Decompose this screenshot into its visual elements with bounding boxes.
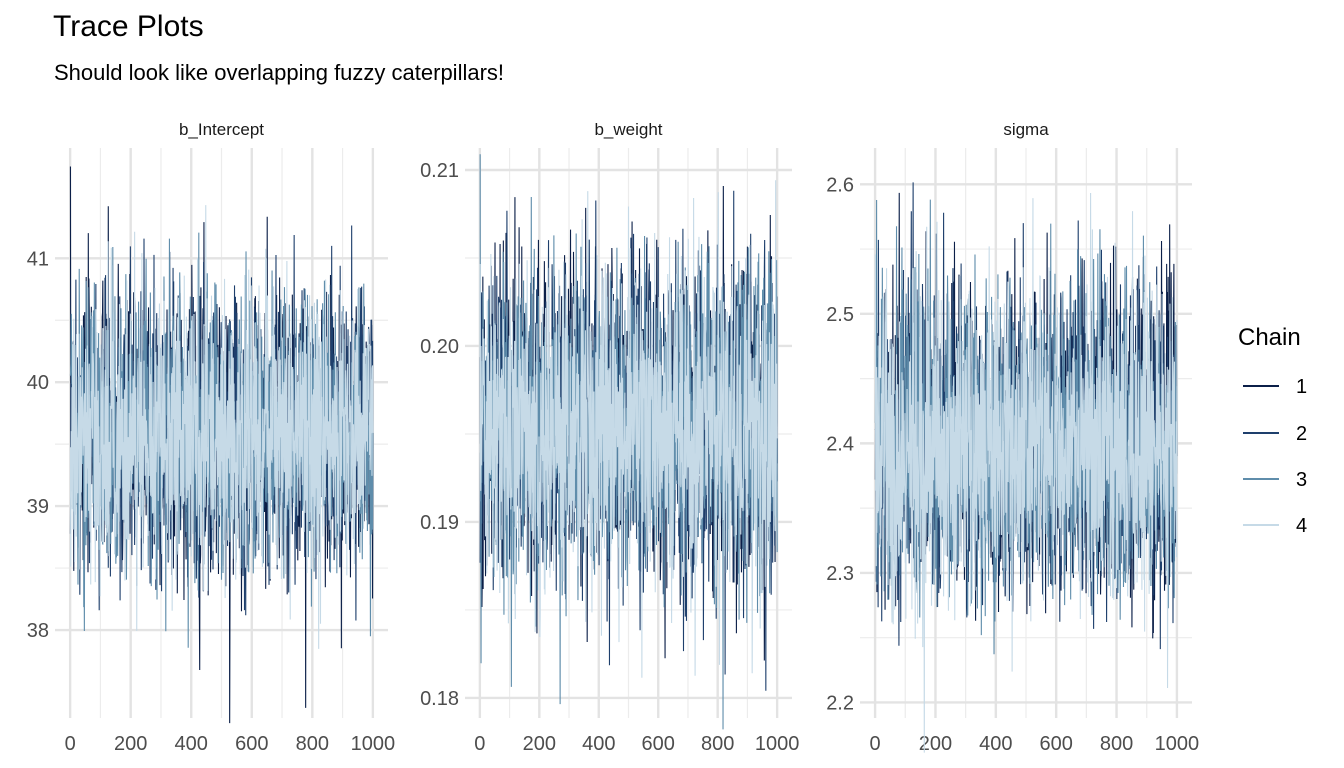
x-tick-label: 200 [114,733,147,755]
y-tick-label: 0.20 [420,336,459,358]
y-tick-label: 40 [27,372,49,394]
y-tick-label: 0.21 [420,160,459,182]
y-tick-label: 2.3 [826,563,854,585]
x-tick-label: 800 [701,733,734,755]
x-tick-label: 400 [175,733,208,755]
legend-label: 2 [1296,423,1307,445]
y-tick-label: 41 [27,248,49,270]
x-tick-label: 400 [979,733,1012,755]
x-tick-label: 0 [870,733,881,755]
x-tick-label: 400 [582,733,615,755]
legend-label: 1 [1296,376,1307,398]
y-tick-label: 2.6 [826,174,854,196]
y-tick-label: 0.18 [420,688,459,710]
legend-title: Chain [1238,324,1301,351]
y-tick-label: 0.19 [420,512,459,534]
legend-label: 4 [1296,515,1307,537]
y-tick-label: 39 [27,496,49,518]
x-tick-label: 0 [65,733,76,755]
x-tick-label: 0 [474,733,485,755]
trace-line-chain-4 [479,180,778,678]
y-tick-label: 38 [27,620,49,642]
panel-b_weight: 0 200 400 600 800 1000 0.18 0.19 0.20 0.21 b_weigh… [420,120,799,755]
x-tick-label: 1000 [1155,733,1200,755]
x-tick-label: 1000 [351,733,396,755]
facet-strip-label: sigma [1003,120,1049,139]
y-tick-label: 2.4 [826,433,854,455]
legend: Chain 1 2 3 4 [1238,324,1307,537]
x-tick-label: 600 [1039,733,1072,755]
y-tick-label: 2.2 [826,692,854,714]
y-tick-label: 2.5 [826,304,854,326]
trace-line-chain-4 [69,205,374,649]
x-tick-label: 200 [919,733,952,755]
facet-strip-label: b_weight [594,120,662,139]
x-tick-label: 600 [235,733,268,755]
panel-sigma: 0 200 400 600 800 1000 2.2 2.3 2.4 2.5 2.6 sigma [826,120,1199,755]
x-tick-label: 600 [642,733,675,755]
chart-title: Trace Plots [53,10,204,43]
trace-line-chain-4 [874,192,1178,753]
x-tick-label: 800 [1100,733,1133,755]
x-tick-label: 1000 [755,733,800,755]
x-tick-label: 200 [523,733,556,755]
x-tick-label: 800 [296,733,329,755]
legend-label: 3 [1296,469,1307,491]
facet-strip-label: b_Intercept [179,120,264,139]
panel-b_Intercept: 0 200 400 600 800 1000 38 39 40 41 b_Intercept [27,120,395,755]
chart-subtitle: Should look like overlapping fuzzy cater… [54,60,505,85]
